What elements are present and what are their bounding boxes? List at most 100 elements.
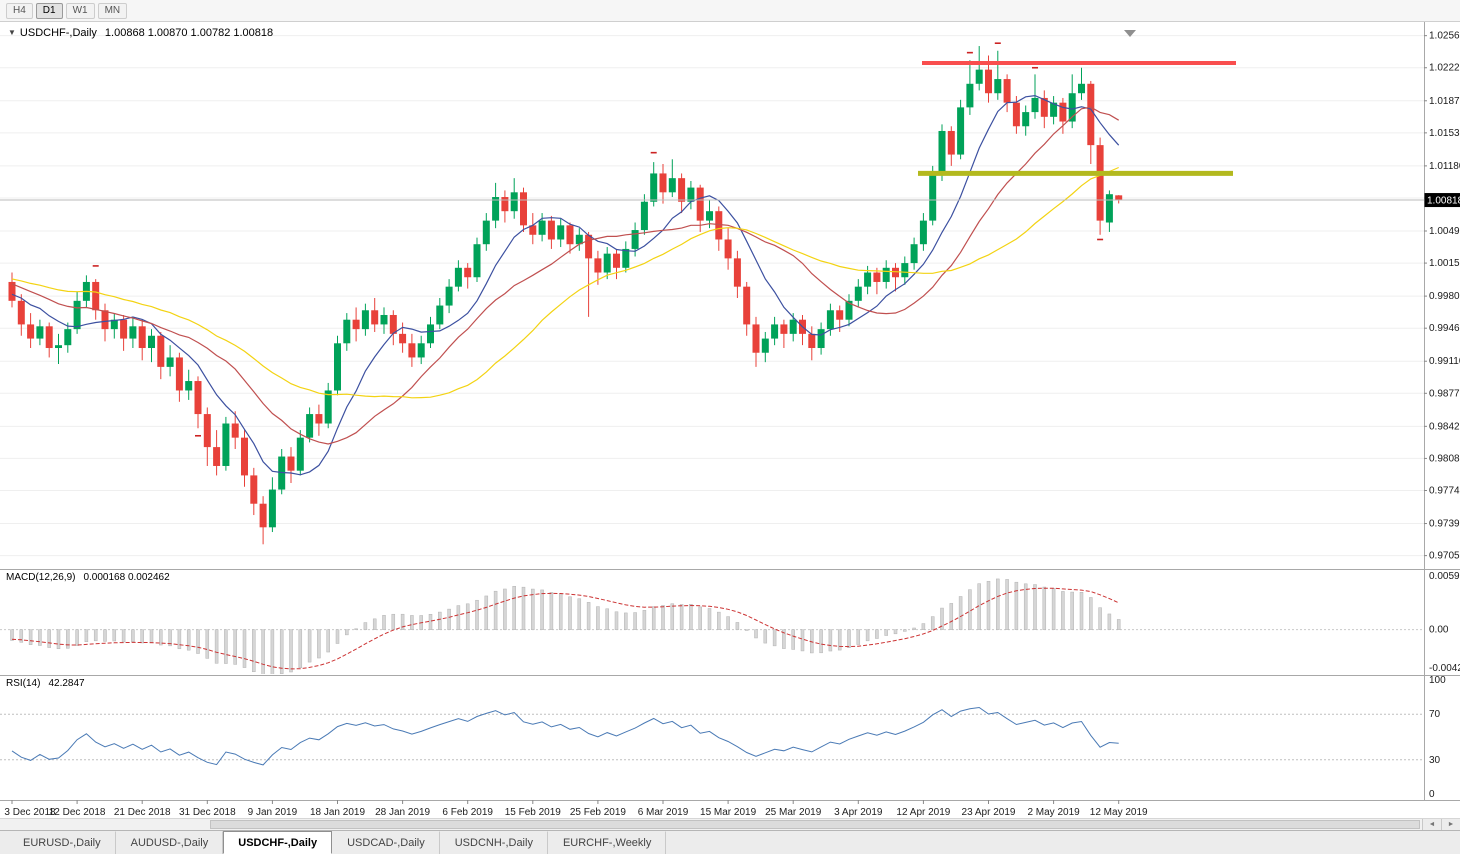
candle-body [371, 310, 379, 325]
tab-usdcad-daily[interactable]: USDCAD-,Daily [332, 831, 440, 854]
tab-usdcnh-daily[interactable]: USDCNH-,Daily [440, 831, 548, 854]
candle-body [966, 83, 974, 108]
scrollbar-thumb[interactable] [210, 820, 1420, 829]
macd-histogram-bar [475, 599, 479, 630]
macd-histogram-bar [38, 629, 42, 646]
macd-histogram-bar [633, 612, 637, 630]
macd-histogram-bar [698, 606, 702, 630]
macd-histogram-bar [930, 616, 935, 630]
candle-body [901, 263, 909, 278]
price-axis-label: 1.00490 [1429, 226, 1460, 237]
timeframe-button-mn[interactable]: MN [97, 2, 128, 19]
candle-body [724, 239, 732, 259]
candle-body [510, 192, 518, 212]
chart-canvas[interactable]: 1.02560 1.02220 1.01870 1.01530 1.01180 1.008… [0, 22, 1460, 818]
timeframe-button-h4[interactable]: H4 [6, 2, 33, 19]
macd-histogram-bar [289, 629, 293, 673]
candle-body [1059, 102, 1067, 122]
candle-body [296, 437, 304, 471]
timeframe-button-d1[interactable]: D1 [35, 2, 63, 19]
macd-histogram-bar [893, 629, 898, 635]
rsi-axis-label: 70 [1429, 709, 1441, 720]
moving-averages [11, 94, 1120, 476]
candle-body [789, 319, 797, 334]
macd-histogram-bar [726, 616, 730, 630]
scroll-right-button[interactable]: ► [1441, 819, 1460, 830]
candle-body [315, 414, 323, 424]
candle-body [408, 343, 416, 358]
macd-histogram-bar [586, 602, 591, 630]
candle-body [994, 79, 1002, 94]
date-axis-label: 15 Mar 2019 [700, 807, 757, 818]
macd-histogram-bar [837, 629, 842, 651]
macd-histogram-bar [233, 629, 237, 665]
macd-histogram-bar [996, 578, 1000, 630]
candle-body [743, 286, 751, 325]
scroll-left-button[interactable]: ◄ [1422, 819, 1441, 830]
candle-body [752, 324, 760, 353]
rsi-axis-label: 30 [1429, 755, 1441, 766]
date-axis-label: 15 Feb 2019 [505, 807, 562, 818]
candle-body [1050, 102, 1058, 117]
macd-histogram-bar [484, 595, 489, 630]
macd-histogram-bar [279, 629, 284, 674]
macd-histogram-bar [949, 603, 954, 630]
chart-shift-icon[interactable] [1124, 30, 1136, 37]
macd-histogram-bar [103, 629, 107, 642]
timeframe-button-w1[interactable]: W1 [65, 2, 95, 19]
candle-body [947, 130, 955, 155]
candle-body [631, 230, 639, 249]
date-axis-label: 18 Jan 2019 [310, 807, 365, 818]
tab-audusd-daily[interactable]: AUDUSD-,Daily [116, 831, 224, 854]
date-axis-label: 21 Dec 2018 [114, 807, 171, 818]
macd-histogram-bar [782, 629, 786, 649]
candle-body [910, 244, 918, 264]
candle-body [268, 489, 276, 528]
signal-markers [92, 42, 1104, 437]
candle-body [761, 338, 769, 353]
chart-ohlc-quote: 1.00868 1.00870 1.00782 1.00818 [104, 27, 274, 39]
macd-histogram-bar [512, 586, 516, 630]
date-axis-label: 31 Dec 2018 [179, 807, 236, 818]
macd-histogram-bar [10, 629, 14, 641]
date-axis-label: 23 Apr 2019 [962, 807, 1016, 818]
candle-body [222, 423, 230, 466]
candle-body [55, 345, 62, 349]
candle-body [817, 329, 825, 349]
candle-body [687, 187, 695, 202]
candle-body [389, 314, 397, 334]
macd-histogram-bar [121, 629, 126, 643]
macd-histogram-bar [791, 629, 795, 650]
price-axis-label: 1.02220 [1429, 63, 1460, 74]
macd-histogram-bar [540, 589, 544, 630]
rsi-axis-label: 100 [1429, 675, 1446, 686]
chart-symbol-title: USDCHF-,Daily [19, 27, 97, 39]
candle-body [492, 197, 500, 221]
candle-body [613, 253, 620, 268]
horizontal-scrollbar[interactable]: ◄ ► [0, 818, 1460, 830]
ma-line-mid [11, 106, 1120, 445]
macd-histogram-bar [558, 593, 563, 630]
candle-body [919, 220, 927, 245]
candle-body [436, 305, 444, 325]
macd-axis-label: -0.00424 [1429, 663, 1460, 674]
price-gridlines [0, 35, 1424, 557]
tab-usdchf-daily[interactable]: USDCHF-,Daily [223, 831, 333, 854]
macd-histogram-bar [568, 596, 572, 630]
tab-eurchf-weekly[interactable]: EURCHF-,Weekly [548, 831, 667, 854]
candle-body [287, 456, 295, 471]
candle-body [454, 267, 462, 287]
macd-histogram-bar [298, 629, 303, 668]
chart-tabs-bar: EURUSD-,Daily AUDUSD-,Daily USDCHF-,Dail… [0, 830, 1460, 854]
collapse-arrow-icon[interactable]: ▼ [8, 28, 16, 37]
candle-body [8, 281, 16, 301]
tab-eurusd-daily[interactable]: EURUSD-,Daily [8, 831, 116, 854]
macd-histogram-bar [1107, 613, 1112, 630]
macd-axis-label: 0.00 [1429, 625, 1449, 636]
candle-body [148, 335, 155, 349]
macd-histogram-bar [772, 629, 777, 647]
candle-body [575, 234, 583, 245]
macd-histogram-bar [717, 611, 721, 630]
